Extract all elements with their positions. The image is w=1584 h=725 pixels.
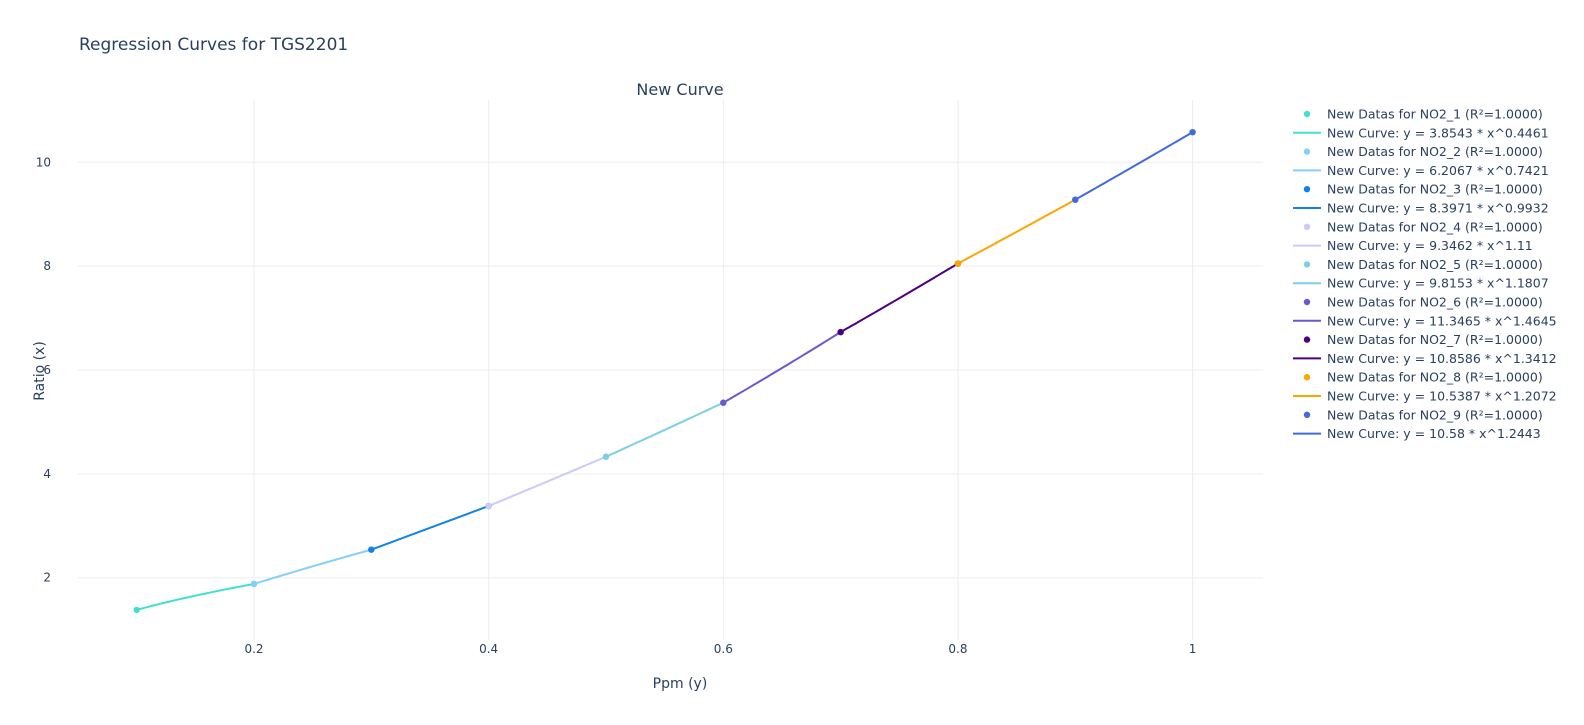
legend-marker-icon	[1303, 186, 1311, 193]
regression-curve-line	[136, 582, 255, 611]
regression-curve-line	[605, 401, 724, 458]
regression-curve-line	[488, 455, 607, 507]
legend-marker-icon	[1303, 110, 1311, 118]
y-tick-label: 8	[43, 259, 51, 273]
regression-curve-line	[1074, 131, 1194, 201]
y-tick-label: 4	[43, 467, 51, 481]
y-axis-ticks: 2 4 6 8 10	[36, 155, 51, 584]
y-tick-label: 10	[36, 155, 51, 169]
x-axis-title: Ppm (y)	[653, 676, 708, 692]
legend-points-label: New Datas for NO2_7 (R²=1.0000)	[1327, 332, 1543, 347]
legend-marker-icon	[1303, 411, 1311, 418]
legend-points-label: New Datas for NO2_6 (R²=1.0000)	[1327, 295, 1543, 310]
data-point	[837, 328, 844, 336]
legend-points-label: New Datas for NO2_9 (R²=1.0000)	[1327, 407, 1543, 422]
data-point	[368, 546, 375, 553]
legend-points-label: New Datas for NO2_2 (R²=1.0000)	[1327, 144, 1543, 159]
regression-curve-line	[957, 198, 1076, 265]
legend-curve-label: New Curve: y = 3.8543 * x^0.4461	[1327, 125, 1549, 140]
legend-curve-label: New Curve: y = 11.3465 * x^1.4645	[1327, 313, 1557, 328]
legend-points-label: New Datas for NO2_1 (R²=1.0000)	[1327, 107, 1543, 122]
data-point	[1189, 128, 1196, 136]
data-point	[954, 260, 962, 267]
regression-curve-line	[253, 548, 372, 585]
legend-marker-icon	[1303, 223, 1311, 230]
gridlines	[78, 100, 1263, 640]
chart-subtitle: New Curve	[636, 80, 723, 99]
legend-marker-icon	[1303, 336, 1311, 343]
legend-points-label: New Datas for NO2_3 (R²=1.0000)	[1327, 182, 1543, 197]
legend-curve-label: New Curve: y = 9.8153 * x^1.1807	[1327, 276, 1549, 291]
x-tick-label: 0.2	[244, 642, 263, 656]
legend-curve-label: New Curve: y = 10.58 * x^1.2443	[1327, 426, 1541, 441]
data-point	[133, 606, 140, 614]
legend-curve-label: New Curve: y = 10.5387 * x^1.2072	[1327, 389, 1557, 404]
data-point	[720, 399, 727, 406]
legend-curve-label: New Curve: y = 8.3971 * x^0.9932	[1327, 201, 1549, 216]
legend-marker-icon	[1303, 261, 1311, 268]
legend-curve-label: New Curve: y = 9.3462 * x^1.11	[1327, 238, 1533, 253]
regression-curve-line	[722, 331, 842, 404]
y-axis-title: Ratio (x)	[32, 341, 48, 401]
legend-curve-label: New Curve: y = 6.2067 * x^0.7421	[1327, 163, 1549, 178]
legend-marker-icon	[1303, 298, 1311, 306]
legend-curve-label: New Curve: y = 10.8586 * x^1.3412	[1327, 351, 1557, 366]
data-points	[133, 128, 1196, 614]
data-point	[485, 502, 492, 510]
x-axis-ticks: 0.2 0.4 0.6 0.8 1	[244, 642, 1196, 656]
legend-marker-icon	[1303, 374, 1311, 381]
legend-points-label: New Datas for NO2_5 (R²=1.0000)	[1327, 257, 1543, 272]
x-tick-label: 0.4	[479, 642, 498, 656]
chart-title: Regression Curves for TGS2201	[79, 35, 348, 55]
legend: New Datas for NO2_1 (R²=1.0000) New Curve…	[1293, 107, 1557, 441]
x-tick-label: 0.8	[948, 642, 967, 656]
regression-curves	[136, 131, 1194, 611]
data-point	[250, 580, 258, 588]
legend-points-label: New Datas for NO2_4 (R²=1.0000)	[1327, 219, 1543, 234]
data-point	[1072, 196, 1079, 203]
legend-marker-icon	[1303, 148, 1311, 155]
regression-curve-line	[370, 505, 489, 551]
legend-points-label: New Datas for NO2_8 (R²=1.0000)	[1327, 370, 1543, 385]
x-tick-label: 0.6	[714, 642, 733, 656]
y-tick-label: 2	[43, 571, 51, 585]
regression-curve-line	[840, 262, 959, 333]
data-point	[602, 453, 610, 460]
x-tick-label: 1	[1189, 642, 1197, 656]
y-tick-label: 6	[43, 363, 51, 377]
